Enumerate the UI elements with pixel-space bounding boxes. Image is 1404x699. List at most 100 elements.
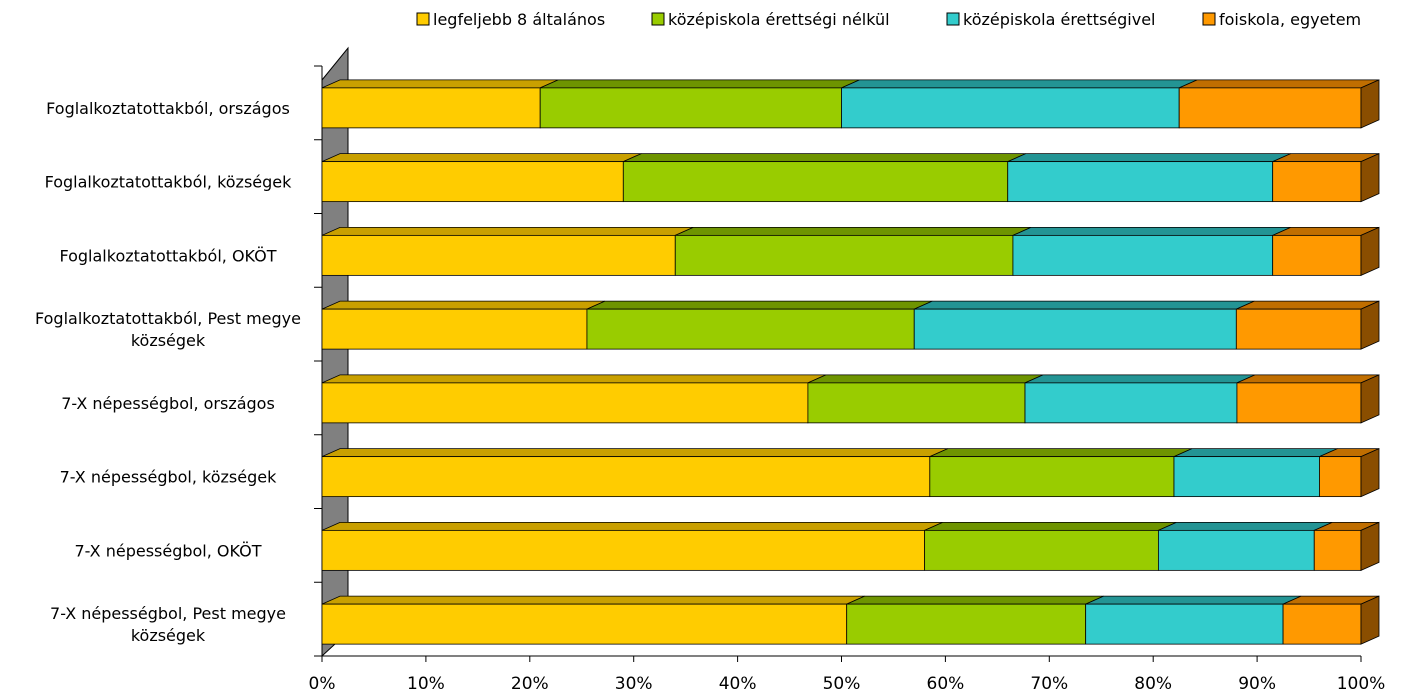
- legend-swatch: [416, 12, 430, 26]
- bar-segment-top: [1007, 153, 1291, 163]
- category-label-line: 7-X népességbol, országos: [61, 394, 275, 413]
- bar-segment-top: [586, 300, 933, 310]
- bar-segment: [622, 161, 1009, 203]
- bar-segment: [539, 87, 842, 129]
- x-axis: 0% 10% 20% 30% 40% 50% 60% 70% 80% 90% 100%: [309, 655, 1386, 694]
- bar-segment: [1235, 308, 1362, 350]
- bar-segment: [1012, 234, 1274, 276]
- bar-segment: [1319, 456, 1362, 498]
- bar-segment: [321, 87, 541, 129]
- category-label: 7-X népességbol, OKÖT: [75, 541, 262, 560]
- bar-segment: [807, 382, 1026, 424]
- bar-segment-top: [1024, 374, 1256, 384]
- bar-segment-top: [807, 374, 1044, 384]
- bar-segment: [1282, 603, 1362, 645]
- category-label: Foglalkoztatottakból, községek: [45, 173, 293, 192]
- bar-segment-top: [841, 79, 1198, 89]
- category-label-line: községek: [131, 626, 206, 645]
- bar-segment-top: [1173, 448, 1338, 458]
- bar-segment: [586, 308, 915, 350]
- x-tick-label: 90%: [1238, 674, 1276, 694]
- bar-segment-top: [929, 448, 1193, 458]
- category-label-line: Foglalkoztatottakból, községek: [45, 173, 293, 192]
- bar-segment: [1272, 234, 1362, 276]
- category-label-line: 7-X népességbol, OKÖT: [75, 541, 262, 560]
- bar-segment-top: [321, 521, 943, 531]
- bar-segment: [1236, 382, 1362, 424]
- bar-segment-top: [1179, 79, 1380, 89]
- bar-segment-top: [321, 79, 559, 89]
- legend-swatch: [651, 12, 665, 26]
- bar-segment: [1178, 87, 1362, 129]
- bar-segment-side: [1360, 300, 1380, 350]
- bar-segment: [674, 234, 1014, 276]
- bar-segment: [846, 603, 1087, 645]
- x-tick-label: 30%: [615, 674, 653, 694]
- category-label: 7-X népességbol, országos: [61, 394, 275, 413]
- category-label: 7-X népességbol, községek: [60, 468, 277, 487]
- x-tick-label: 40%: [719, 674, 757, 694]
- x-tick-label: 10%: [407, 674, 445, 694]
- bar-segment: [321, 603, 848, 645]
- bar-segment-side: [1360, 521, 1380, 571]
- bar-segment-top: [1012, 226, 1291, 236]
- category-label: Foglalkoztatottakból, OKÖT: [59, 246, 276, 265]
- x-tick-label: 70%: [1030, 674, 1068, 694]
- x-tick-label: 50%: [823, 674, 861, 694]
- bar-segment: [913, 308, 1237, 350]
- bar-segment-top: [1158, 521, 1333, 531]
- category-label: Foglalkoztatottakból, Pest megye községek: [35, 309, 301, 350]
- bar-segment: [321, 234, 676, 276]
- x-tick-label: 100%: [1337, 674, 1386, 694]
- x-tick-label: 60%: [927, 674, 965, 694]
- bar-segment: [1085, 603, 1284, 645]
- bar-segment-top: [924, 521, 1177, 531]
- bar-segment-top: [321, 595, 865, 605]
- bar-segment: [321, 161, 624, 203]
- bar-segment: [321, 382, 809, 424]
- bar-segment: [321, 529, 926, 571]
- bar-segment: [1007, 161, 1274, 203]
- bar-group: [321, 79, 1380, 645]
- bar-segment: [1024, 382, 1238, 424]
- bar-segment: [1313, 529, 1362, 571]
- bar-segment-side: [1360, 153, 1380, 203]
- category-label: Foglalkoztatottakból, országos: [46, 99, 290, 118]
- x-tick-label: 20%: [511, 674, 549, 694]
- bar-segment: [321, 308, 588, 350]
- bar-segment-side: [1360, 226, 1380, 276]
- bar-segment: [1157, 529, 1315, 571]
- legend-label: legfeljebb 8 általános: [433, 10, 605, 29]
- bar-segment: [1272, 161, 1362, 203]
- bar-segment-top: [675, 226, 1032, 236]
- bar-segment-side: [1360, 448, 1380, 498]
- legend: legfeljebb 8 általános középiskola éretts…: [416, 10, 1361, 29]
- bar-segment-top: [321, 448, 948, 458]
- legend-label: foiskola, egyetem: [1219, 10, 1361, 29]
- bar-segment-side: [1360, 79, 1380, 129]
- bar-segment-side: [1360, 374, 1380, 424]
- bar-segment-side: [1360, 595, 1380, 645]
- x-tick-label: 0%: [309, 674, 336, 694]
- bar-segment-top: [623, 153, 1026, 163]
- bar-segment-top: [1236, 300, 1380, 310]
- bar-segment: [1173, 456, 1320, 498]
- bar-segment-top: [321, 300, 606, 310]
- bar-segment: [929, 456, 1175, 498]
- bar-segment-top: [1085, 595, 1302, 605]
- legend-label: középiskola érettségi nélkül: [668, 10, 890, 29]
- bar-segment-top: [321, 374, 827, 384]
- category-label-line: Foglalkoztatottakból, OKÖT: [59, 246, 276, 265]
- bar-segment: [924, 529, 1159, 571]
- bar-segment-top: [321, 153, 642, 163]
- category-label-line: Foglalkoztatottakból, Pest megye: [35, 309, 301, 328]
- legend-swatch: [1202, 12, 1216, 26]
- bar-segment-top: [846, 595, 1104, 605]
- bar-segment-top: [914, 300, 1255, 310]
- y-axis: Foglalkoztatottakból, országos Foglalkozt…: [35, 65, 323, 657]
- category-label-line: községek: [131, 331, 206, 350]
- category-label-line: Foglalkoztatottakból, országos: [46, 99, 290, 118]
- category-label-line: 7-X népességbol, községek: [60, 468, 277, 487]
- bar-segment-top: [321, 226, 694, 236]
